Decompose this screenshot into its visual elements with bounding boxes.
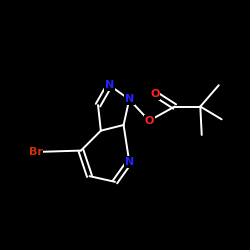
Text: N: N xyxy=(125,157,134,167)
Text: N: N xyxy=(125,94,134,104)
Text: O: O xyxy=(150,89,160,99)
Text: Br: Br xyxy=(28,147,42,157)
Text: N: N xyxy=(105,80,114,90)
Text: O: O xyxy=(144,116,154,126)
